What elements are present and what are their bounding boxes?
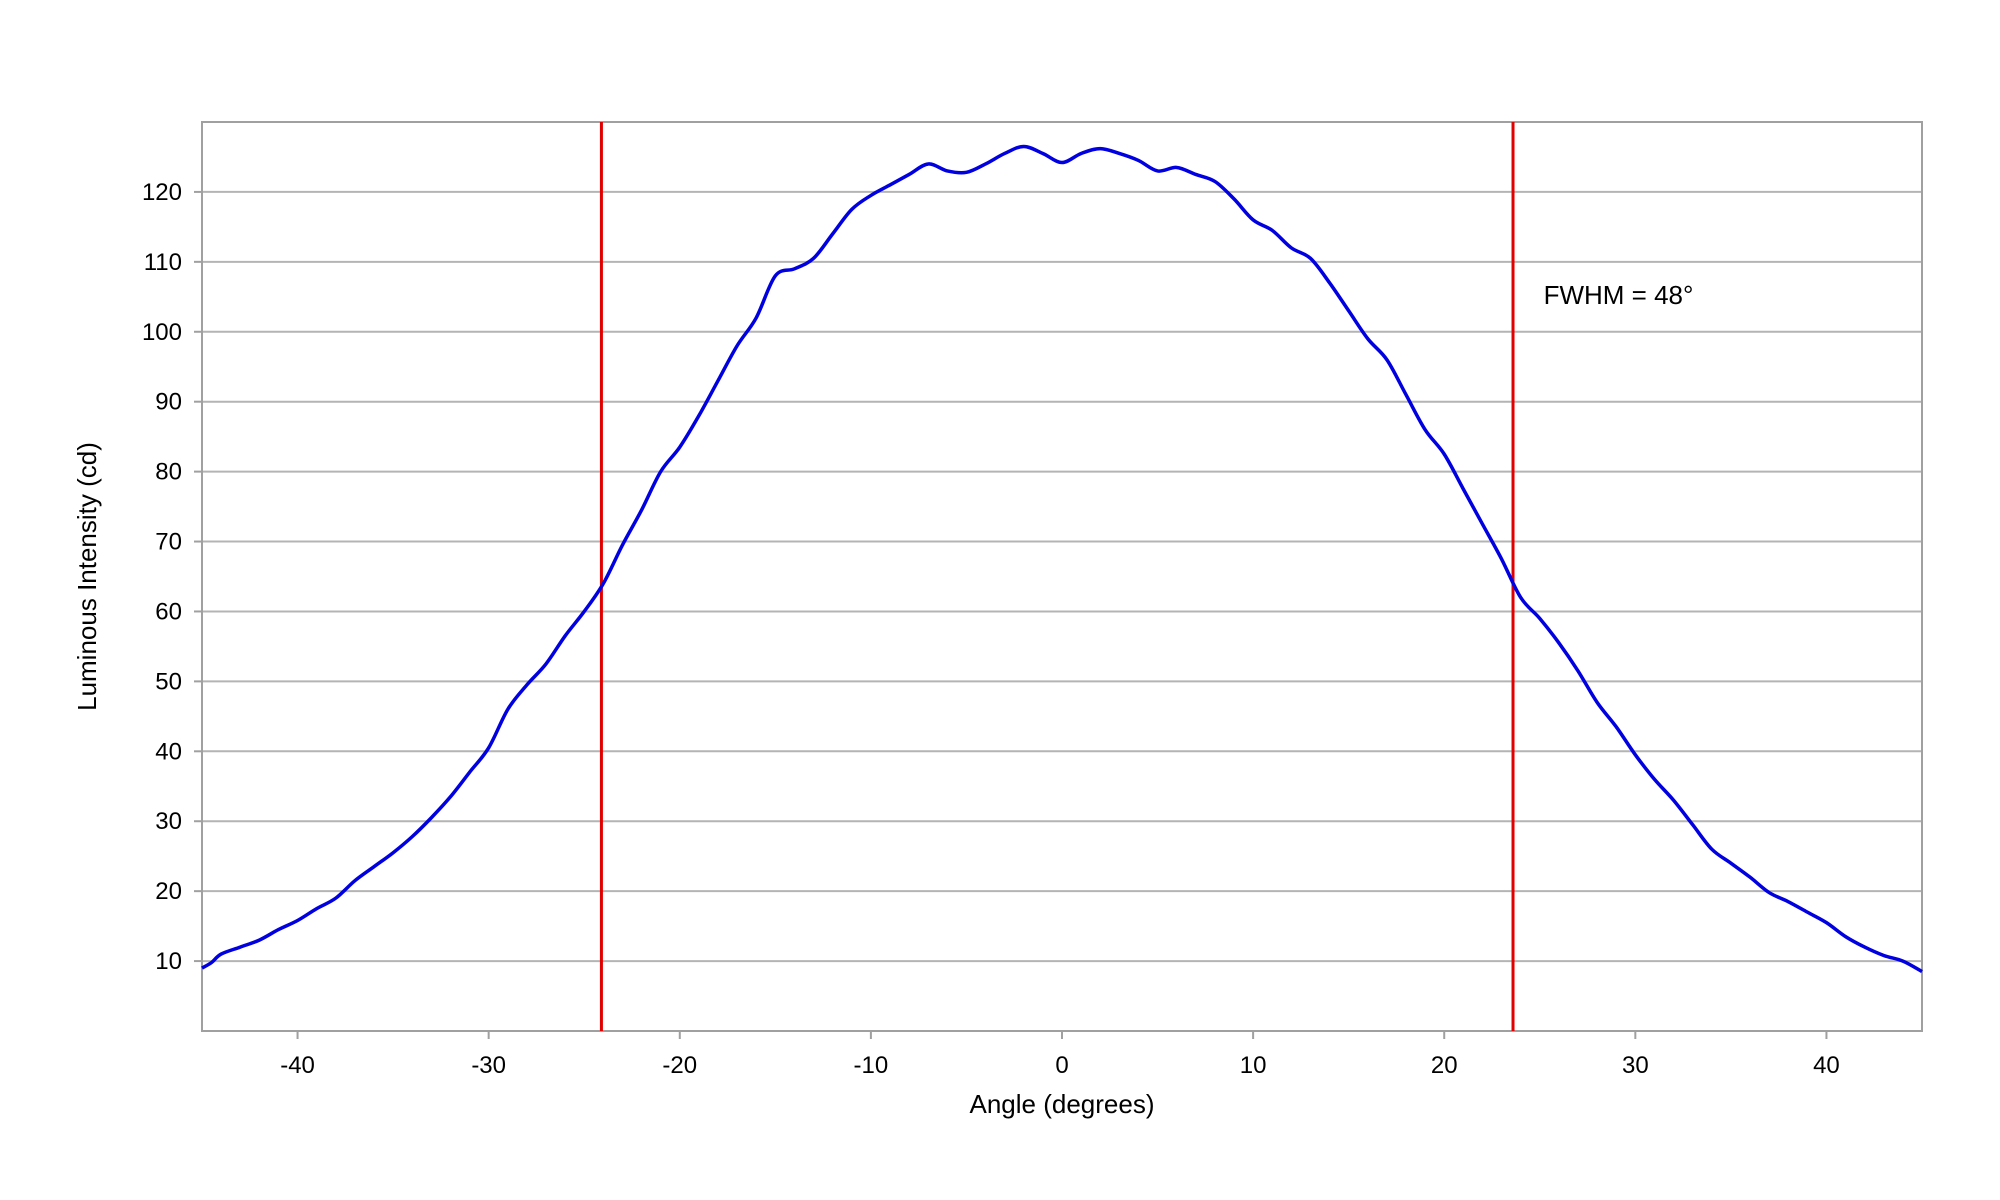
series-line-0 (201, 144, 1923, 974)
x-axis: -40 -30 -20 -10 0 10 20 30 40 (280, 1031, 1840, 1079)
x-tick-label: 0 (1055, 1052, 1068, 1079)
y-tick-label: 90 (155, 389, 182, 416)
y-axis: 10 20 30 40 50 60 70 80 90 100 110 120 (142, 179, 202, 975)
grid-lines (202, 190, 1922, 963)
y-tick-label: 20 (155, 878, 182, 905)
x-tick-label: -40 (280, 1052, 315, 1079)
y-tick-label: 80 (155, 459, 182, 486)
y-tick-label: 120 (142, 179, 182, 206)
x-tick-label: 20 (1431, 1052, 1458, 1079)
fwhm-annotation: FWHM = 48° (1544, 280, 1694, 310)
plot-area (201, 121, 1923, 1032)
y-tick-label: 100 (142, 319, 182, 346)
fwhm-markers (599, 122, 1515, 1031)
y-tick-label: 110 (144, 249, 182, 276)
x-tick-label: -10 (854, 1052, 889, 1079)
x-axis-title: Angle (degrees) (970, 1089, 1155, 1119)
y-tick-label: 10 (155, 948, 182, 975)
y-tick-label: 70 (155, 529, 182, 556)
x-tick-label: -20 (662, 1052, 697, 1079)
y-axis-title: Luminous Intensity (cd) (72, 442, 102, 711)
y-tick-label: 30 (155, 808, 182, 835)
x-tick-label: 10 (1240, 1052, 1267, 1079)
series-group (201, 144, 1923, 974)
y-tick-label: 60 (155, 598, 182, 625)
x-tick-label: 30 (1622, 1052, 1649, 1079)
x-tick-label: -30 (471, 1052, 506, 1079)
y-tick-label: 50 (155, 668, 182, 695)
x-tick-label: 40 (1813, 1052, 1840, 1079)
y-tick-label: 40 (155, 738, 182, 765)
